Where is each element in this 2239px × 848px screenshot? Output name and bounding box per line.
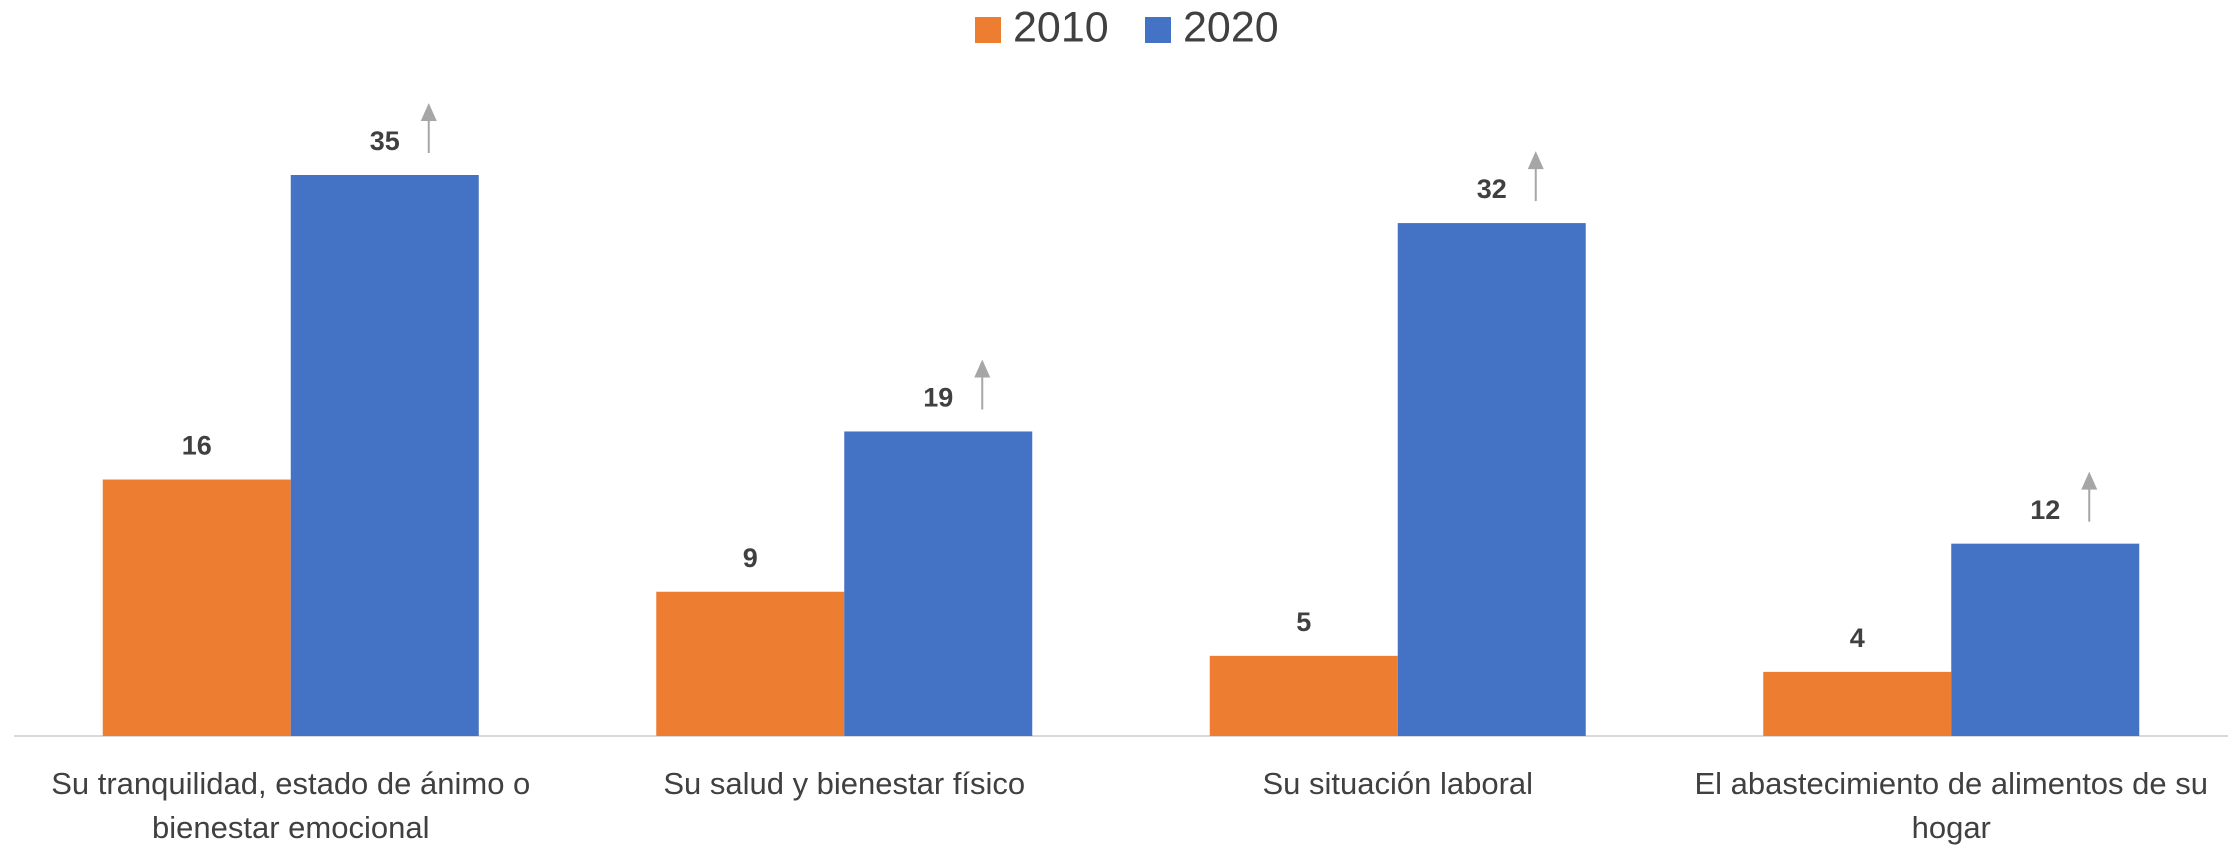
bar [1951,543,2140,736]
trend-arrow-head [974,359,991,378]
x-tick-label: Su situación laboral [1262,766,1534,801]
legend-label: 2020 [1183,3,1279,51]
trend-arrow-head [1527,151,1544,170]
trend-arrow-head [420,103,437,121]
trend-arrow-head [2081,471,2098,490]
data-label: 35 [370,126,400,156]
legend-swatch [1145,17,1171,43]
bar [290,175,479,736]
data-label: 12 [2030,495,2060,525]
data-label: 4 [1850,623,1865,653]
x-tick-label: Su tranquilidad, estado de ánimo o biene… [51,766,531,845]
legend-label: 2010 [1013,3,1109,51]
bar [1397,223,1586,737]
x-tick-label: Su salud y bienestar físico [663,766,1026,801]
bar [102,479,291,736]
x-tick-label: El abastecimiento de alimentos de su hog… [1694,766,2208,845]
data-label: 19 [923,383,953,413]
bar [1763,671,1952,736]
data-label: 9 [743,543,758,573]
bar [656,591,845,736]
legend-swatch [975,17,1001,43]
data-label: 16 [182,431,212,461]
data-label: 5 [1296,607,1311,637]
bar [844,431,1033,736]
bar [1209,655,1398,736]
data-label: 32 [1477,174,1507,204]
